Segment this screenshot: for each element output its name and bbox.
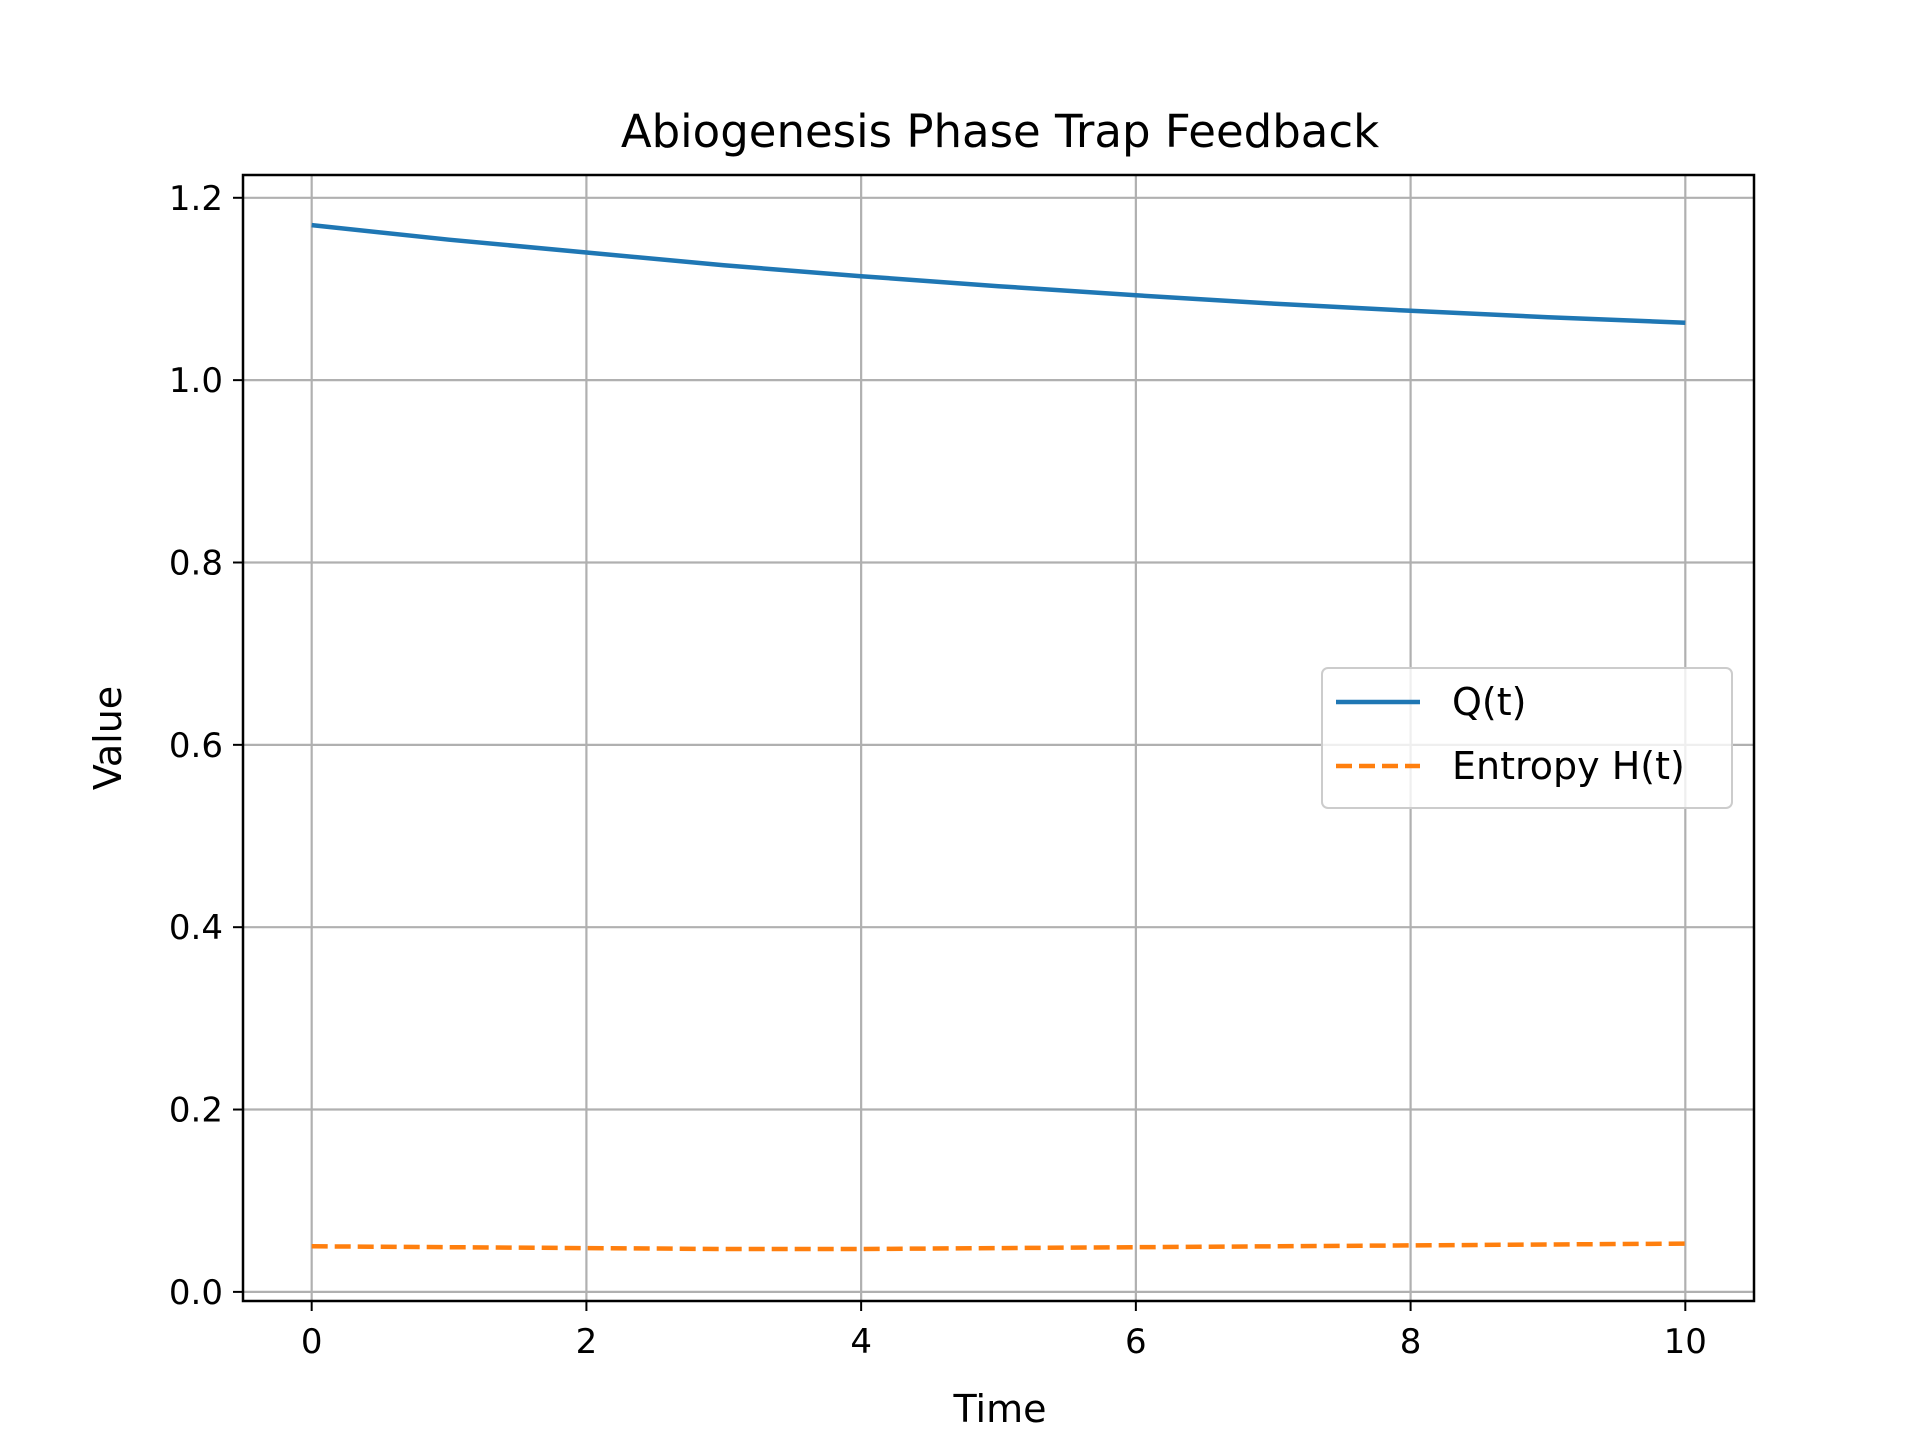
- y-tick-label: 0.0: [169, 1273, 223, 1313]
- y-tick-label: 0.6: [169, 726, 223, 766]
- legend-label: Entropy H(t): [1452, 744, 1685, 788]
- legend-label: Q(t): [1452, 680, 1526, 724]
- y-tick-label: 1.0: [169, 361, 223, 401]
- x-tick-label: 8: [1400, 1322, 1422, 1362]
- x-tick-label: 10: [1664, 1322, 1707, 1362]
- axis-ticks: 0 2 4 6 8 10 0.0 0.2 0.4 0.6 0.8 1.0 1.2: [169, 179, 1707, 1362]
- y-tick-label: 0.4: [169, 908, 223, 948]
- chart-title: Abiogenesis Phase Trap Feedback: [621, 105, 1379, 158]
- y-tick-label: 0.2: [169, 1091, 223, 1131]
- y-tick-label: 0.8: [169, 543, 223, 583]
- x-axis-title: Time: [953, 1387, 1047, 1431]
- x-tick-label: 2: [576, 1322, 598, 1362]
- legend: Q(t) Entropy H(t): [1321, 667, 1733, 809]
- y-tick-label: 1.2: [169, 179, 223, 219]
- x-tick-label: 0: [301, 1322, 323, 1362]
- series-line-q: [311, 222, 1686, 325]
- plot-series: [311, 222, 1686, 1252]
- x-tick-label: 4: [850, 1322, 872, 1362]
- y-axis-title: Value: [86, 686, 130, 790]
- x-tick-label: 6: [1125, 1322, 1147, 1362]
- plot-frame: [241, 173, 1756, 1303]
- legend-box: [1321, 667, 1733, 809]
